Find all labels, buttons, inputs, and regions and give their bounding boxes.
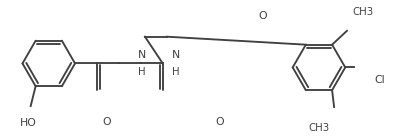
Text: O: O (102, 117, 111, 126)
Text: CH3: CH3 (352, 7, 374, 17)
Text: CH3: CH3 (308, 123, 329, 133)
Text: O: O (215, 117, 224, 126)
Text: N: N (171, 50, 180, 60)
Text: H: H (138, 67, 146, 77)
Text: N: N (138, 50, 146, 60)
Text: Cl: Cl (374, 75, 385, 85)
Text: HO: HO (19, 118, 36, 128)
Text: O: O (258, 11, 267, 21)
Text: H: H (172, 67, 179, 77)
